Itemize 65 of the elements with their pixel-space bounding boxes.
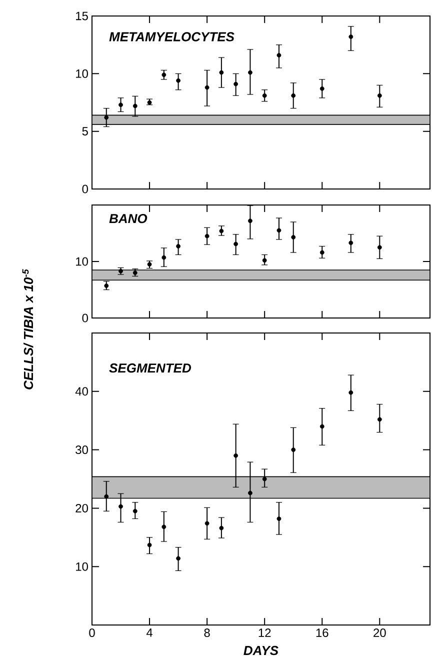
point — [348, 390, 354, 395]
point — [377, 245, 382, 250]
x-axis-title: DAYS — [244, 646, 278, 656]
point — [320, 250, 324, 255]
point — [104, 115, 109, 120]
point — [377, 417, 382, 422]
point — [262, 93, 267, 98]
text: SEGMENTED — [109, 363, 192, 373]
point — [291, 93, 296, 98]
point — [276, 516, 282, 521]
point — [276, 228, 282, 233]
point — [204, 85, 210, 90]
x-tick-label: 0 — [89, 628, 95, 638]
point — [118, 504, 123, 509]
point — [320, 86, 324, 91]
y-tick-label: 20 — [76, 504, 88, 512]
point — [219, 70, 224, 75]
point — [348, 34, 354, 39]
point — [104, 494, 109, 499]
point — [262, 258, 267, 263]
point — [262, 476, 267, 482]
point — [132, 508, 138, 514]
y-tick-label: 15 — [76, 12, 88, 20]
x-tick-label: 12 — [258, 628, 271, 637]
point — [234, 82, 238, 86]
point — [176, 78, 180, 83]
y-tick-label: 5 — [82, 127, 88, 136]
point — [248, 218, 252, 224]
point — [219, 228, 224, 234]
point — [377, 93, 382, 98]
y-tick-label: 30 — [76, 446, 88, 454]
point — [104, 284, 109, 288]
y-tick-label: 40 — [75, 387, 88, 396]
y-axis-title: CELLS/ TIBIA x 10$^{-5}$ — [22, 269, 34, 390]
y-tick-label: 0 — [82, 184, 88, 194]
point — [204, 521, 210, 526]
y-tick-label: 10 — [76, 69, 88, 78]
x-tick-label: 4 — [146, 628, 153, 637]
point — [248, 70, 252, 75]
point — [234, 242, 238, 246]
x-tick-label: 8 — [204, 628, 210, 638]
point — [234, 453, 238, 458]
y-tick-label: 10 — [76, 562, 88, 571]
point — [162, 524, 166, 530]
point — [348, 240, 354, 246]
point — [132, 104, 138, 108]
point — [176, 556, 180, 561]
text: METAMYELOCYTES — [109, 32, 234, 42]
point — [162, 255, 166, 260]
text: BANO — [109, 214, 148, 224]
point — [276, 53, 282, 58]
x-tick-label: 16 — [316, 628, 328, 638]
point — [291, 235, 296, 240]
point — [219, 526, 224, 530]
point — [291, 448, 296, 452]
point — [204, 234, 210, 238]
point — [147, 542, 152, 548]
point — [248, 490, 252, 496]
y-tick-label: 10 — [76, 257, 88, 266]
x-tick-label: 20 — [374, 628, 386, 638]
point — [118, 102, 123, 108]
point — [320, 424, 324, 429]
point — [176, 244, 180, 248]
point — [162, 72, 166, 78]
y-tick-label: 0 — [82, 314, 88, 322]
